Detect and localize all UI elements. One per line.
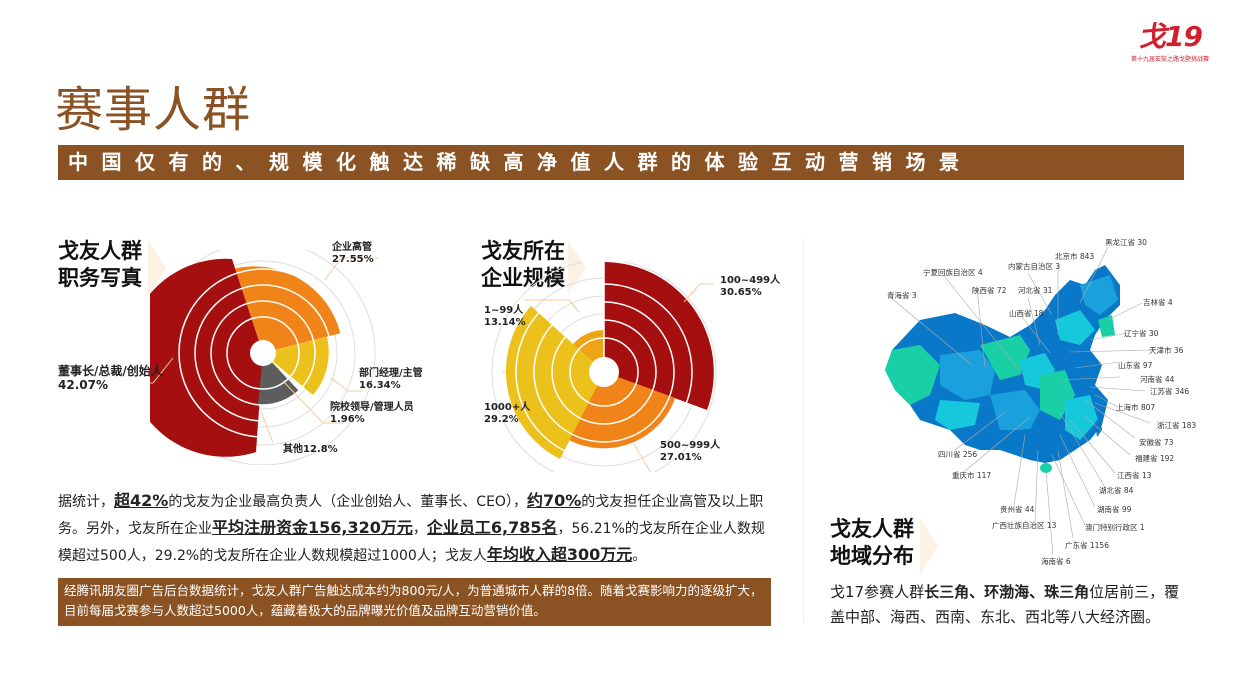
label-school: 院校领导/管理人员 1.96%	[330, 402, 414, 426]
label-100-499: 100~499人 30.65%	[720, 275, 780, 299]
company-title-line1: 戈友所在	[481, 239, 565, 263]
map-label-hunan: 湖南省 99	[1097, 505, 1132, 514]
region-title-line2: 地域分布	[830, 544, 914, 568]
chevron-decoration	[568, 240, 586, 296]
region-summary: 戈17参赛人群长三角、环渤海、珠三角位居前三，覆盖中部、海西、西南、东北、西北等…	[830, 580, 1190, 630]
label-1-99-name: 1~99人	[484, 305, 524, 316]
label-ceo-pct: 42.07%	[58, 378, 108, 392]
label-100-499-name: 100~499人	[720, 275, 781, 286]
region-text: 戈17参赛人群	[830, 583, 925, 601]
para-highlight: 约70%	[526, 491, 582, 510]
para-text: 的戈友担任企业高管及以上职务。另外，戈友所在企业	[58, 494, 764, 537]
company-section-title: 戈友所在 企业规模	[481, 238, 565, 292]
para-highlight: 企业员工6,785名	[426, 518, 558, 537]
label-500-999-pct: 27.01%	[660, 452, 702, 463]
company-title-line2: 企业规模	[481, 266, 565, 290]
page-title: 赛事人群	[55, 82, 252, 138]
label-school-name: 院校领导/管理人员	[330, 402, 414, 413]
map-label-guangdong: 广东省 1156	[1065, 541, 1109, 550]
label-ceo-name: 董事长/总裁/创始人	[58, 364, 163, 378]
map-label-anhui: 安徽省 73	[1139, 438, 1174, 447]
map-label-shaanxi: 陕西省 72	[972, 286, 1007, 295]
label-1000-plus-name: 1000+人	[484, 402, 531, 413]
map-label-hebei: 河北省 31	[1018, 286, 1053, 295]
label-other: 其他12.8%	[283, 444, 338, 455]
para-text: 。	[632, 548, 647, 564]
label-1000-plus-pct: 29.2%	[484, 414, 519, 425]
label-exec: 企业高管 27.55%	[332, 242, 374, 266]
para-highlight: 超42%	[114, 491, 169, 510]
label-school-pct: 1.96%	[330, 414, 365, 425]
brand-logo: 戈19 第十九届玄奘之路戈壁挑战赛	[1120, 22, 1220, 66]
label-manager-pct: 16.34%	[359, 380, 401, 391]
map-label-heilongjiang: 黑龙江省 30	[1105, 238, 1147, 247]
label-1000-plus: 1000+人 29.2%	[484, 402, 530, 426]
map-label-neimenggu: 内蒙古自治区 3	[1008, 262, 1061, 271]
region-title-line1: 戈友人群	[830, 517, 914, 541]
map-label-fujian: 福建省 192	[1135, 454, 1175, 463]
job-rose-chart	[150, 250, 378, 465]
map-label-macau: 澳门特别行政区 1	[1085, 523, 1145, 532]
job-section-title: 戈友人群 职务写真	[58, 238, 142, 292]
map-label-tianjin: 天津市 36	[1149, 346, 1184, 355]
label-exec-name: 企业高管	[332, 242, 372, 253]
stats-paragraph: 据统计，超42%的戈友为企业最高负责人（企业创始人、董事长、CEO），约70%的…	[58, 488, 778, 569]
label-100-499-pct: 30.65%	[720, 287, 762, 298]
map-label-hubei: 湖北省 84	[1099, 486, 1134, 495]
map-label-henan: 河南省 44	[1140, 375, 1175, 384]
para-text: 据统计，	[58, 494, 114, 510]
map-label-jiangxi: 江西省 13	[1117, 471, 1152, 480]
chevron-decoration	[920, 518, 938, 574]
job-title-line1: 戈友人群	[58, 239, 142, 263]
para-text: ，	[412, 521, 427, 537]
map-label-zhejiang: 浙江省 183	[1157, 421, 1197, 430]
label-manager-name: 部门经理/主管	[359, 368, 423, 379]
map-label-jiangsu: 江苏省 346	[1150, 387, 1190, 396]
map-label-shanxi: 山西省 18	[1009, 309, 1044, 318]
china-map	[885, 246, 1151, 556]
logo-subtitle: 第十九届玄奘之路戈壁挑战赛	[1130, 56, 1209, 63]
label-manager: 部门经理/主管 16.34%	[359, 368, 423, 392]
map-label-shanghai: 上海市 807	[1116, 403, 1156, 412]
ad-cost-note: 经腾讯朋友圈广告后台数据统计，戈友人群广告触达成本约为800元/人，为普通城市人…	[58, 578, 771, 626]
label-1-99-pct: 13.14%	[484, 317, 526, 328]
label-500-999: 500~999人 27.01%	[660, 440, 720, 464]
region-section-title: 戈友人群 地域分布	[830, 516, 914, 570]
map-label-beijing: 北京市 843	[1055, 252, 1095, 261]
map-label-hainan: 海南省 6	[1041, 557, 1071, 566]
map-label-chongqing: 重庆市 117	[952, 471, 992, 480]
para-highlight: 年均收入超300万元	[486, 545, 633, 564]
chevron-decoration	[148, 240, 166, 296]
map-label-liaoning: 辽宁省 30	[1124, 329, 1159, 338]
column-divider	[803, 238, 804, 623]
map-label-qinghai: 青海省 3	[887, 291, 917, 300]
job-title-line2: 职务写真	[58, 266, 142, 290]
map-label-guangxi: 广西壮族自治区 13	[992, 521, 1057, 530]
label-ceo: 董事长/总裁/创始人 42.07%	[58, 364, 163, 392]
header-banner: 中国仅有的、规模化触达稀缺高净值人群的体验互动营销场景	[58, 145, 1184, 180]
logo-mark: 戈19	[1138, 20, 1203, 53]
company-rose-chart	[491, 262, 717, 472]
map-label-jilin: 吉林省 4	[1143, 298, 1173, 307]
map-label-guizhou: 贵州省 44	[1000, 505, 1035, 514]
map-label-shandong: 山东省 97	[1118, 361, 1153, 370]
map-label-sichuan: 四川省 256	[938, 450, 978, 459]
region-text: 位居前三，覆盖中部、海西、西南、东北、西北等八大经济圈。	[830, 583, 1180, 626]
region-highlight: 长三角、环渤海、珠三角	[924, 583, 1090, 601]
para-text: 的戈友为企业最高负责人（企业创始人、董事长、CEO），	[168, 494, 527, 510]
label-500-999-name: 500~999人	[660, 440, 721, 451]
label-1-99: 1~99人 13.14%	[484, 305, 526, 329]
label-exec-pct: 27.55%	[332, 254, 374, 265]
para-highlight: 平均注册资金156,320万元	[212, 518, 413, 537]
map-label-ningxia: 宁夏回族自治区 4	[923, 268, 983, 277]
para-text: ，56.21%的戈友所在企业人数规模超过500人，29.2%的戈友所在企业人数规…	[58, 521, 765, 564]
